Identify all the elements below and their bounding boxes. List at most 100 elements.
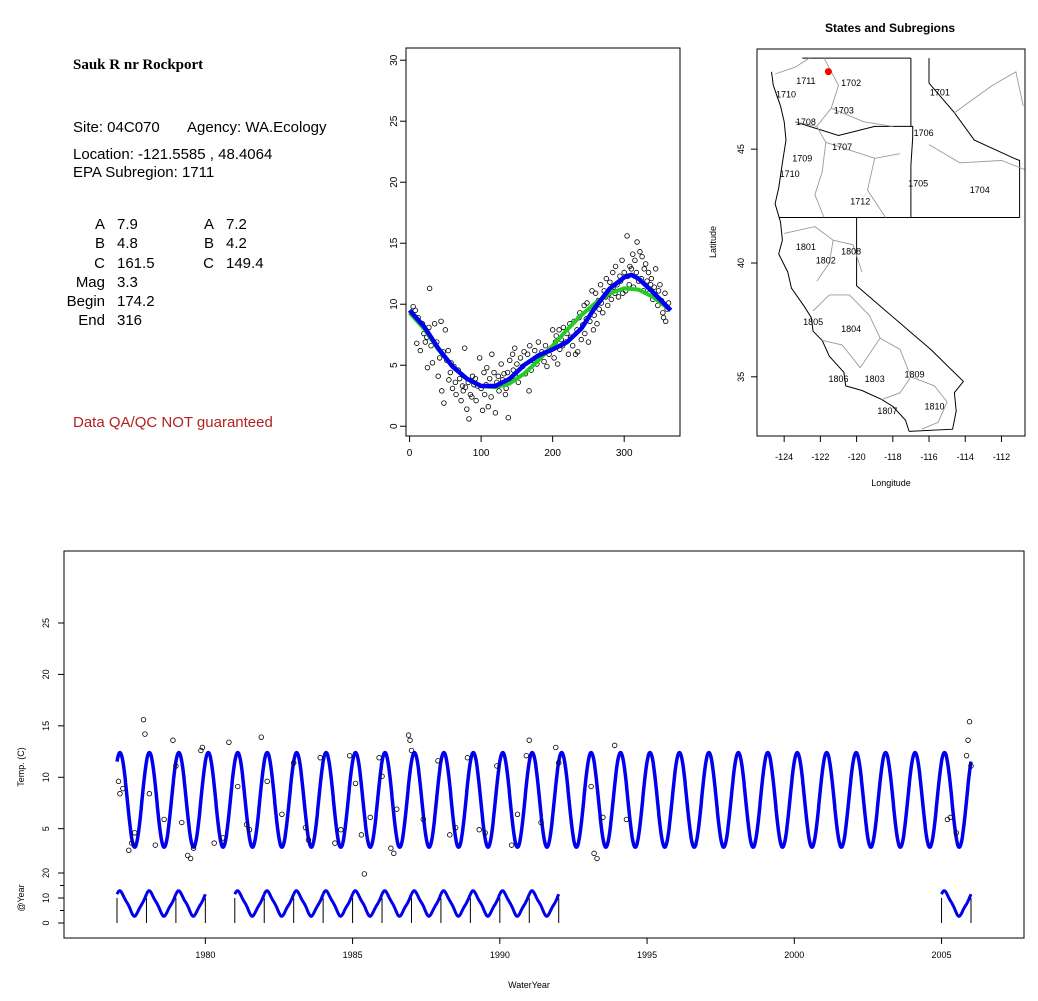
data-point — [626, 282, 632, 288]
subregion-label: 1712 — [850, 197, 870, 207]
observation-point — [161, 816, 167, 823]
data-point — [424, 364, 431, 371]
param-left-label: End — [78, 312, 105, 329]
observation-point — [346, 752, 353, 759]
subregion-boundary — [784, 226, 834, 282]
y-tick-label: 20 — [389, 176, 400, 188]
observation-point — [447, 832, 453, 838]
observation-point — [258, 734, 265, 740]
x-axis-label: WaterYear — [508, 980, 550, 990]
observation-point — [379, 773, 385, 779]
observation-point — [243, 821, 250, 828]
data-point — [582, 330, 588, 337]
param-right-value: 4.2 — [226, 235, 247, 252]
subregion-label: 1809 — [905, 370, 925, 380]
observation-point — [187, 855, 194, 862]
data-point — [446, 377, 452, 383]
observation-point — [317, 755, 323, 761]
data-point — [501, 371, 507, 377]
subregion-label: 1801 — [796, 242, 816, 252]
plot-frame — [756, 48, 1026, 437]
data-point — [597, 282, 604, 288]
data-point — [417, 347, 424, 354]
subregion-label: 1803 — [865, 374, 885, 384]
data-point — [608, 296, 615, 303]
data-point — [504, 369, 511, 376]
data-point — [554, 361, 561, 367]
data-point — [541, 358, 547, 365]
observation-point — [591, 850, 597, 857]
param-right-value: 149.4 — [226, 255, 264, 272]
data-point — [476, 355, 483, 361]
observation-point — [408, 747, 415, 754]
subregion-boundary — [831, 107, 893, 127]
observation-point — [588, 783, 594, 790]
data-point — [492, 410, 499, 416]
data-point — [441, 400, 447, 406]
data-point — [612, 263, 619, 270]
data-point — [662, 290, 668, 296]
data-point — [648, 275, 655, 282]
data-point — [645, 269, 652, 276]
time-series-plot: 1980 1985 1990 1995 2000 2005 5 10 15 20 25 0 10 20 Te… — [16, 550, 1025, 990]
subregion-boundary — [867, 158, 886, 218]
observation-point — [966, 719, 973, 725]
subregion-label: 1708 — [796, 117, 816, 127]
subregion-map: States and Subregions -124 -122 -120 -118 -11… — [708, 21, 1026, 488]
data-point — [491, 369, 497, 376]
data-point — [610, 269, 616, 276]
data-point — [581, 302, 587, 309]
subregion-label: 1704 — [970, 185, 990, 195]
y-tick-label: 5 — [389, 362, 400, 368]
observation-point — [358, 832, 365, 838]
subregion-label: 1806 — [828, 374, 848, 384]
observation-point — [965, 737, 971, 743]
data-point — [458, 397, 464, 404]
year-curve — [174, 889, 207, 918]
data-point — [487, 375, 493, 382]
subregion-label: 1805 — [803, 317, 823, 327]
green-fit-line — [408, 286, 672, 390]
observation-point — [179, 819, 185, 826]
observation-point — [947, 814, 954, 821]
observation-point — [211, 840, 217, 846]
data-point — [642, 261, 649, 267]
data-point — [592, 290, 599, 296]
observation-point — [120, 785, 126, 792]
subregion-boundary — [812, 294, 881, 339]
observation-point — [190, 845, 197, 851]
observation-point — [367, 814, 373, 821]
data-point — [495, 373, 501, 379]
param-left-label: B — [94, 235, 105, 252]
year-curve — [439, 889, 472, 918]
observation-point — [361, 871, 368, 877]
coastline — [771, 71, 910, 432]
subregion-label: 1707 — [832, 142, 852, 152]
subregion-label: 1804 — [841, 324, 861, 334]
y-axis-label: Latitude — [708, 226, 718, 258]
x-tick-label: -112 — [993, 452, 1010, 462]
data-point — [605, 302, 611, 309]
data-point — [438, 318, 444, 325]
data-point — [426, 285, 433, 292]
data-point — [621, 269, 627, 276]
year-curve — [262, 889, 296, 918]
data-point — [624, 233, 630, 239]
year-curve — [145, 889, 178, 918]
observation-point — [476, 827, 482, 833]
subregion-label: 1706 — [914, 128, 934, 138]
observation-point — [376, 755, 382, 761]
y-tick-label: 0 — [41, 920, 51, 925]
data-point — [657, 282, 663, 288]
data-point — [429, 360, 436, 366]
param-left-value: 316 — [117, 312, 143, 329]
data-point — [553, 333, 559, 339]
observation-point — [464, 755, 471, 761]
data-point — [447, 369, 454, 376]
observation-point — [264, 778, 270, 785]
data-point — [524, 351, 531, 357]
data-point — [484, 364, 490, 371]
x-axis-label: Longitude — [871, 478, 911, 488]
data-point — [526, 388, 532, 394]
data-point — [464, 406, 470, 412]
